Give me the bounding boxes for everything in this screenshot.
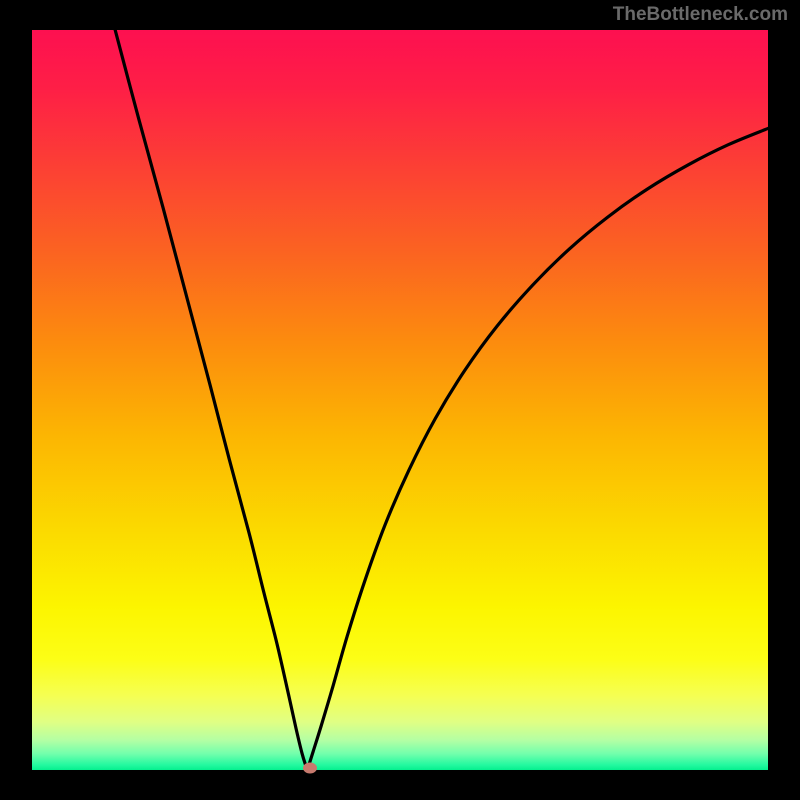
plot-area [32, 30, 768, 770]
optimal-point-marker [303, 762, 317, 773]
bottleneck-curve [32, 30, 768, 770]
watermark-text: TheBottleneck.com [613, 4, 788, 26]
